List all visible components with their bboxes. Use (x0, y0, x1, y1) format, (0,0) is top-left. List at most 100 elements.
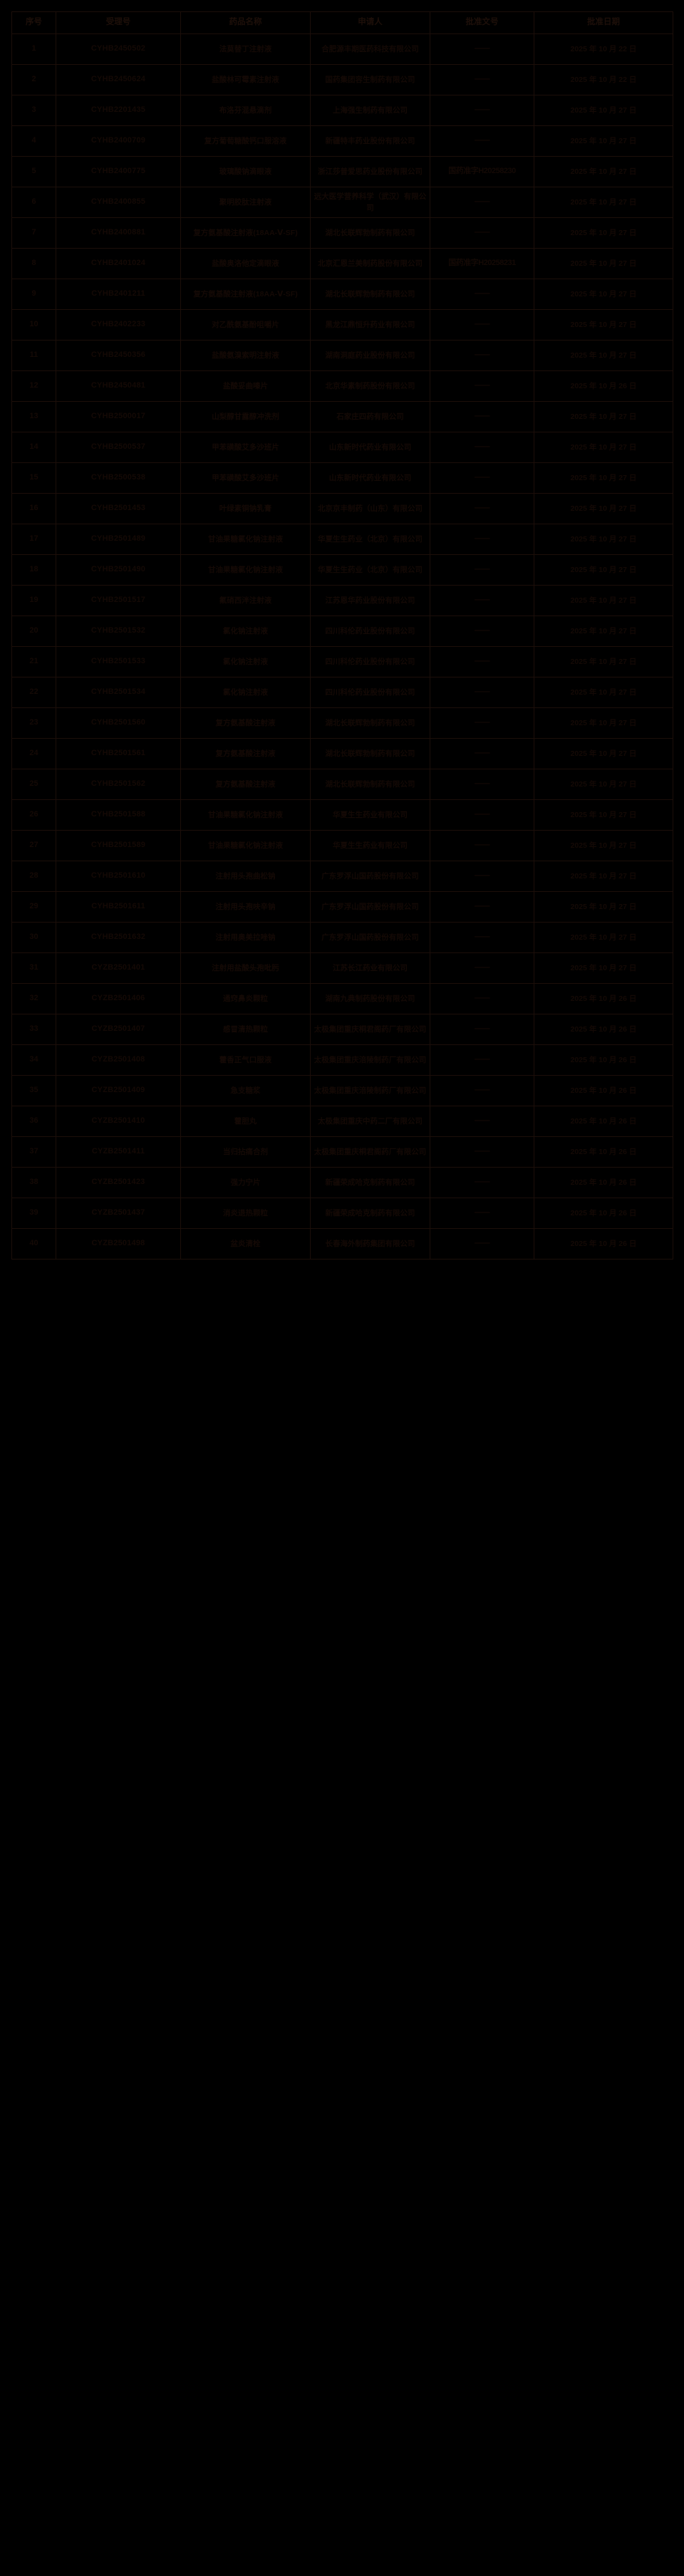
row-approval-date: 2025 年 10 月 22 日 (534, 64, 673, 95)
row-number: 34 (11, 1044, 56, 1076)
row-applicant: 浙江莎普爱思药业股份有限公司 (310, 156, 430, 187)
row-applicant: 太极集团重庆桐君阁药厂有限公司 (310, 1014, 430, 1045)
row-acceptance-no: CYZB2501498 (56, 1228, 181, 1260)
table-row: 10 CYHB2402233 对乙酰氨基酚咀嚼片 黑龙江鼎恒升药业有限公司 —— 2025… (11, 309, 673, 341)
row-applicant: 广东罗浮山国药股份有限公司 (310, 922, 430, 953)
table-row: 6 CYHB2400855 聚明胶肽注射液 远大医学营养科学（武汉）有限公司 —— 202… (11, 187, 673, 218)
row-drug-name: 甲苯磺酸艾多沙班片 (180, 432, 311, 463)
table-row: 37 CYZB2501411 当归拈痛合剂 太极集团重庆桐君阁药厂有限公司 —— 2025… (11, 1136, 673, 1168)
row-approval-no: —— (430, 585, 534, 616)
row-acceptance-no: CYHB2501490 (56, 554, 181, 586)
row-drug-name: 对乙酰氨基酚咀嚼片 (180, 309, 311, 341)
column-header-approval-no: 批准文号 (430, 11, 534, 34)
row-drug-name: 聚明胶肽注射液 (180, 187, 311, 218)
row-drug-name: 盆炎清栓 (180, 1228, 311, 1260)
row-approval-no: —— (430, 1075, 534, 1106)
row-number: 1 (11, 33, 56, 65)
table-row: 23 CYHB2501560 复方氨基酸注射液 湖北长联辉勃制药有限公司 —— 2025 … (11, 707, 673, 739)
row-applicant: 新疆特丰药业股份有限公司 (310, 125, 430, 157)
row-approval-no: —— (430, 769, 534, 800)
column-header-approval-date: 批准日期 (534, 11, 673, 34)
row-approval-no: —— (430, 1198, 534, 1229)
row-approval-no: —— (430, 33, 534, 65)
row-drug-name: 甘油果糖氯化钠注射液 (180, 524, 311, 555)
row-applicant: 湖北长联辉勃制药有限公司 (310, 738, 430, 769)
table-body: 1 CYHB2450502 法莫替丁注射液 合肥源丰期医药科技有限公司 —— 2025 年… (11, 33, 673, 1260)
row-number: 17 (11, 524, 56, 555)
row-drug-name: 甘油果糖氯化钠注射液 (180, 799, 311, 831)
row-number: 31 (11, 952, 56, 984)
table-row: 7 CYHB2400881 复方氨基酸注射液(18AA-Ⅴ-SF) 湖北长联辉勃制药有… (11, 217, 673, 249)
row-number: 29 (11, 891, 56, 923)
row-number: 33 (11, 1014, 56, 1045)
row-approval-date: 2025 年 10 月 27 日 (534, 769, 673, 800)
row-applicant: 新疆荣成哈克制药有限公司 (310, 1167, 430, 1198)
row-drug-name: 注射用盐酸头孢吡肟 (180, 952, 311, 984)
row-approval-date: 2025 年 10 月 27 日 (534, 156, 673, 187)
table-row: 13 CYHB2500017 山梨醇甘露醇冲洗剂 石家庄四药有限公司 —— 2025 年 … (11, 401, 673, 432)
row-approval-date: 2025 年 10 月 27 日 (534, 585, 673, 616)
row-approval-no: —— (430, 830, 534, 861)
row-drug-name: 氯化钠注射液 (180, 646, 311, 677)
table-row: 32 CYZB2501406 通窍鼻炎颗粒 湖南九典制药股份有限公司 —— 2025 年 … (11, 983, 673, 1014)
row-approval-date: 2025 年 10 月 27 日 (534, 248, 673, 279)
row-acceptance-no: CYHB2501532 (56, 616, 181, 647)
row-number: 16 (11, 493, 56, 524)
table-row: 33 CYZB2501407 感冒清热颗粒 太极集团重庆桐君阁药厂有限公司 —— 2025… (11, 1014, 673, 1045)
row-number: 23 (11, 707, 56, 739)
row-approval-no: 国药准字H20258230 (430, 156, 534, 187)
row-drug-name: 复方葡萄糖酸钙口服溶液 (180, 125, 311, 157)
row-acceptance-no: CYHB2450356 (56, 340, 181, 371)
row-applicant: 合肥源丰期医药科技有限公司 (310, 33, 430, 65)
row-approval-date: 2025 年 10 月 27 日 (534, 279, 673, 310)
row-approval-no: —— (430, 677, 534, 708)
row-drug-name: 复方氨基酸注射液(18AA-Ⅴ-SF) (180, 279, 311, 310)
row-applicant: 北京京丰制药（山东）有限公司 (310, 493, 430, 524)
row-approval-no: —— (430, 922, 534, 953)
row-approval-date: 2025 年 10 月 27 日 (534, 616, 673, 647)
row-approval-no: —— (430, 707, 534, 739)
row-approval-date: 2025 年 10 月 26 日 (534, 1198, 673, 1229)
row-applicant: 山东新时代药业有限公司 (310, 462, 430, 494)
row-number: 37 (11, 1136, 56, 1168)
row-drug-name: 当归拈痛合剂 (180, 1136, 311, 1168)
row-approval-date: 2025 年 10 月 27 日 (534, 309, 673, 341)
row-approval-date: 2025 年 10 月 27 日 (534, 891, 673, 923)
row-acceptance-no: CYZB2501410 (56, 1106, 181, 1137)
row-applicant: 四川科伦药业股份有限公司 (310, 616, 430, 647)
row-drug-name: 复方氨基酸注射液 (180, 707, 311, 739)
row-acceptance-no: CYHB2501560 (56, 707, 181, 739)
row-approval-date: 2025 年 10 月 26 日 (534, 1228, 673, 1260)
row-applicant: 太极集团重庆桐君阁药厂有限公司 (310, 1136, 430, 1168)
row-approval-date: 2025 年 10 月 26 日 (534, 983, 673, 1014)
table-row: 27 CYHB2501589 甘油果糖氯化钠注射液 华夏生生药业有限公司 —— 2025 … (11, 830, 673, 861)
row-approval-no: —— (430, 1136, 534, 1168)
row-approval-no: —— (430, 554, 534, 586)
row-approval-no: —— (430, 1044, 534, 1076)
row-number: 2 (11, 64, 56, 95)
row-acceptance-no: CYHB2501611 (56, 891, 181, 923)
row-approval-date: 2025 年 10 月 26 日 (534, 370, 673, 402)
table-row: 1 CYHB2450502 法莫替丁注射液 合肥源丰期医药科技有限公司 —— 2025 年… (11, 33, 673, 65)
row-acceptance-no: CYHB2500017 (56, 401, 181, 432)
row-approval-date: 2025 年 10 月 27 日 (534, 677, 673, 708)
row-drug-name: 感冒清热颗粒 (180, 1014, 311, 1045)
row-applicant: 江苏恩华药业股份有限公司 (310, 585, 430, 616)
row-drug-name: 氟硝西泮注射液 (180, 585, 311, 616)
row-approval-date: 2025 年 10 月 27 日 (534, 707, 673, 739)
row-number: 22 (11, 677, 56, 708)
row-approval-date: 2025 年 10 月 27 日 (534, 340, 673, 371)
row-acceptance-no: CYHB2402233 (56, 309, 181, 341)
row-approval-date: 2025 年 10 月 27 日 (534, 125, 673, 157)
row-number: 7 (11, 217, 56, 249)
row-drug-name: 盐酸林可霉素注射液 (180, 64, 311, 95)
table-row: 34 CYZB2501408 藿香正气口服液 太极集团重庆涪陵制药厂有限公司 —— 202… (11, 1044, 673, 1076)
row-approval-date: 2025 年 10 月 27 日 (534, 401, 673, 432)
row-number: 26 (11, 799, 56, 831)
row-approval-no: —— (430, 493, 534, 524)
row-number: 32 (11, 983, 56, 1014)
table-row: 8 CYHB2401024 盐酸奥洛他定滴眼液 北京汇恩兰美制药股份有限公司 国药准字H… (11, 248, 673, 279)
row-applicant: 华夏生生药业（北京）有限公司 (310, 554, 430, 586)
column-header-no: 序号 (11, 11, 56, 34)
row-drug-name: 通窍鼻炎颗粒 (180, 983, 311, 1014)
